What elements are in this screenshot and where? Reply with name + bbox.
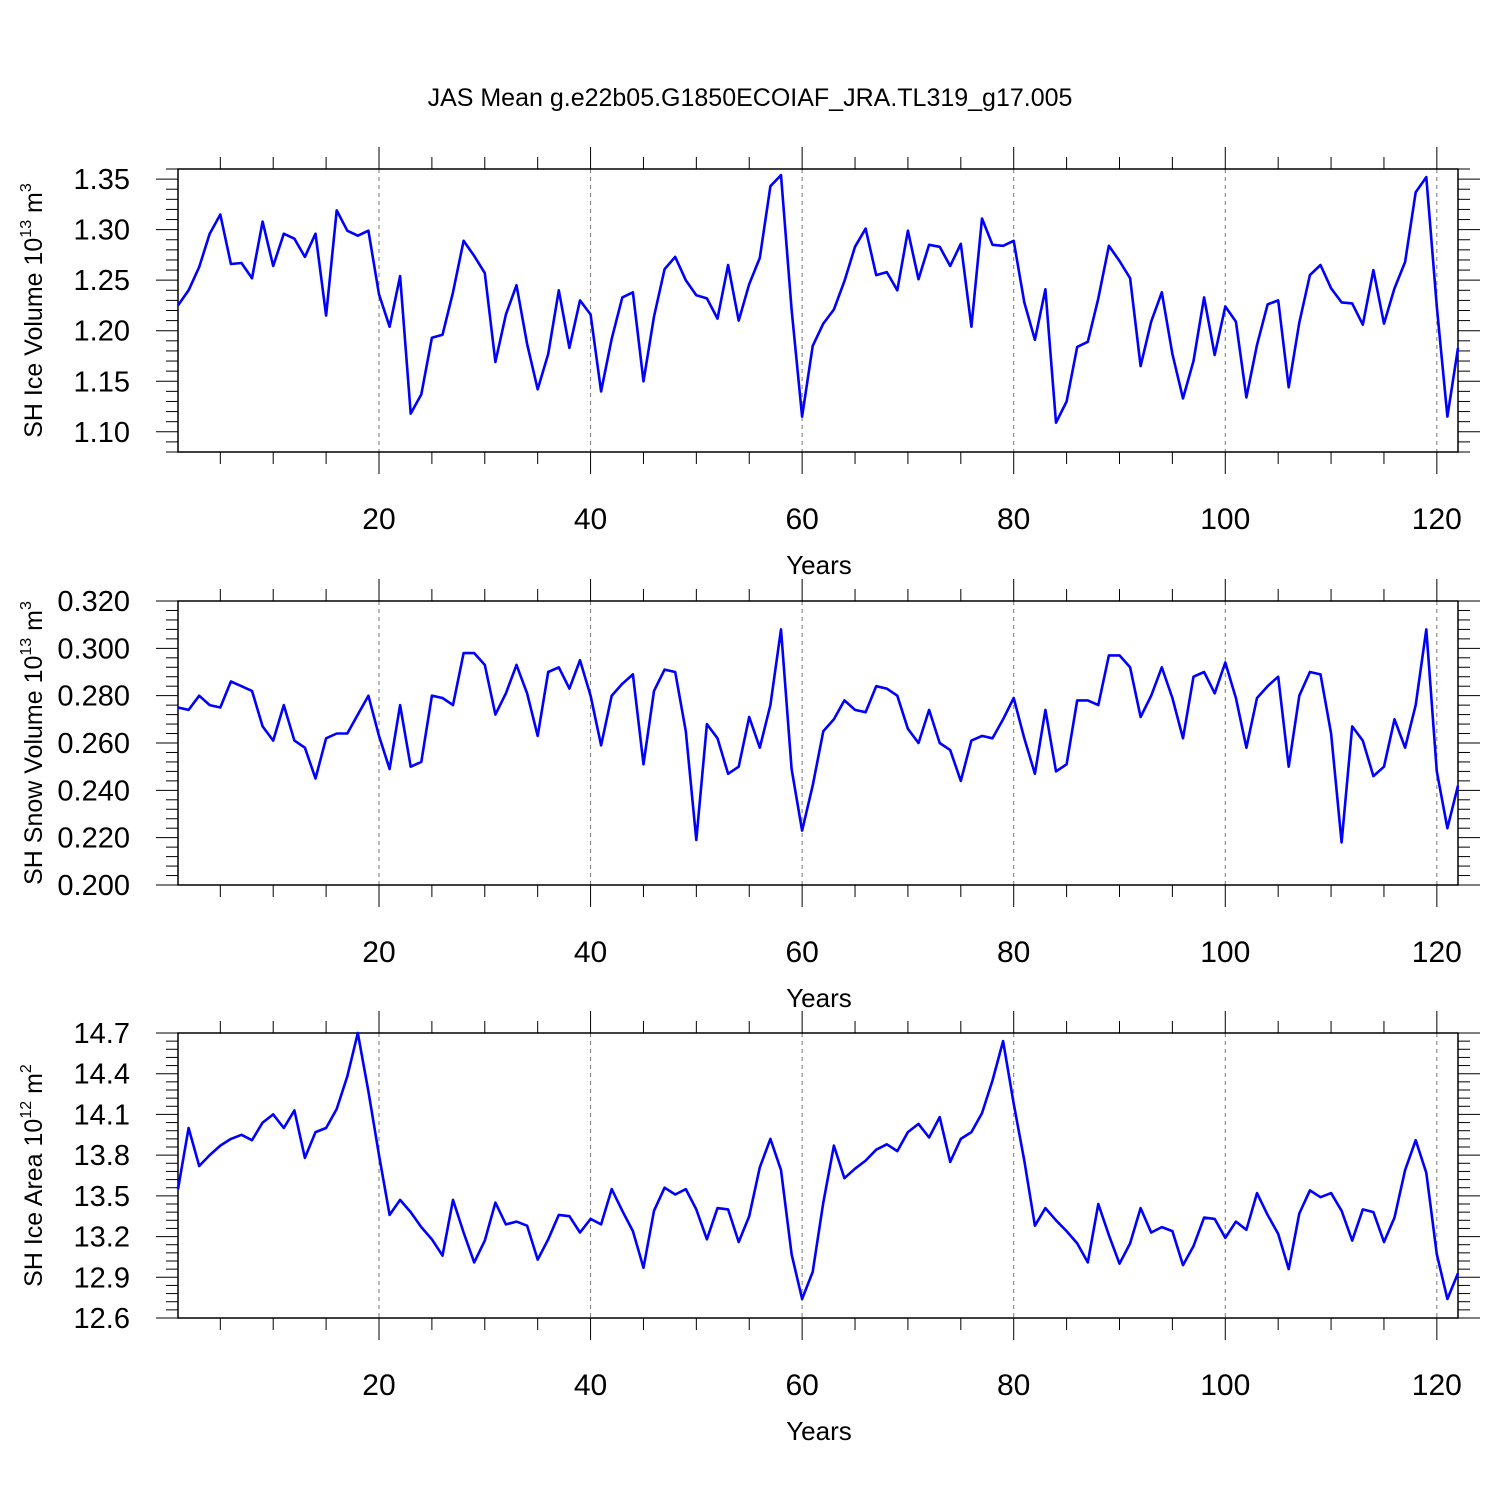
- x-tick-label: 40: [574, 1369, 607, 1402]
- x-tick-label: 40: [574, 503, 607, 536]
- x-axis-label: Years: [786, 1416, 852, 1446]
- y-tick-label: 0.320: [57, 586, 130, 618]
- y-tick-label: 13.8: [74, 1140, 130, 1172]
- x-tick-label: 60: [785, 1369, 818, 1402]
- y-tick-label: 14.7: [74, 1018, 130, 1050]
- x-tick-label: 100: [1200, 503, 1250, 536]
- y-tick-label: 0.220: [57, 823, 130, 855]
- y-tick-label: 0.200: [57, 870, 130, 902]
- plot-frame: [177, 1032, 1459, 1319]
- x-tick-label: 20: [362, 936, 395, 969]
- y-tick-label: 0.300: [57, 633, 130, 665]
- x-tick-label: 80: [997, 936, 1030, 969]
- x-tick-label: 20: [362, 1369, 395, 1402]
- y-tick-label: 13.2: [74, 1222, 130, 1254]
- y-tick-label: 1.35: [74, 164, 130, 196]
- x-axis-label: Years: [786, 550, 852, 580]
- x-tick-label: 40: [574, 936, 607, 969]
- chart-panel-2: 20 40 60 80 100 120 0.200 0.220 0.240 0.260 0.280 0…: [18, 579, 1480, 1013]
- y-tick-label: 1.15: [74, 366, 130, 398]
- x-tick-label: 100: [1200, 936, 1250, 969]
- plot-frame: [177, 600, 1459, 886]
- x-tick-label: 120: [1412, 1369, 1462, 1402]
- x-tick-label: 80: [997, 503, 1030, 536]
- x-tick-label: 60: [785, 936, 818, 969]
- y-tick-label: 1.25: [74, 265, 130, 297]
- series-line: [177, 628, 1460, 844]
- y-tick-label: 1.20: [74, 316, 130, 348]
- y-axis-label: SH Ice Volume 1013 m3: [18, 183, 48, 438]
- y-tick-label: 1.10: [74, 417, 130, 449]
- chart-panel-1: 20 40 60 80 100 120 1.10 1.15 1.20 1.25 1.30 1.35 Ye…: [18, 147, 1480, 580]
- y-tick-label: 1.30: [74, 215, 130, 247]
- y-axis-label: SH Ice Area 1012 m2: [18, 1064, 48, 1287]
- y-tick-label: 0.280: [57, 681, 130, 713]
- y-tick-label: 0.260: [57, 728, 130, 760]
- y-tick-label: 12.9: [74, 1262, 130, 1294]
- x-tick-label: 80: [997, 1369, 1030, 1402]
- x-tick-label: 100: [1200, 1369, 1250, 1402]
- y-tick-label: 13.5: [74, 1181, 130, 1213]
- y-axis-label: SH Snow Volume 1013 m3: [18, 601, 48, 885]
- x-axis-label: Years: [786, 983, 852, 1013]
- y-tick-label: 0.240: [57, 775, 130, 807]
- x-tick-label: 120: [1412, 503, 1462, 536]
- chart-panel-3: 20 40 60 80 100 120 12.6 12.9 13.2 13.5 13.8 14.1 14…: [18, 1011, 1480, 1446]
- y-tick-label: 14.4: [74, 1059, 130, 1091]
- figure-title: JAS Mean g.e22b05.G1850ECOIAF_JRA.TL319_…: [428, 84, 1073, 112]
- x-tick-label: 20: [362, 503, 395, 536]
- x-tick-label: 60: [785, 503, 818, 536]
- y-tick-label: 14.1: [74, 1099, 130, 1131]
- y-tick-label: 12.6: [74, 1303, 130, 1335]
- x-tick-label: 120: [1412, 936, 1462, 969]
- series-line: [176, 1031, 1460, 1301]
- series-line: [176, 173, 1460, 425]
